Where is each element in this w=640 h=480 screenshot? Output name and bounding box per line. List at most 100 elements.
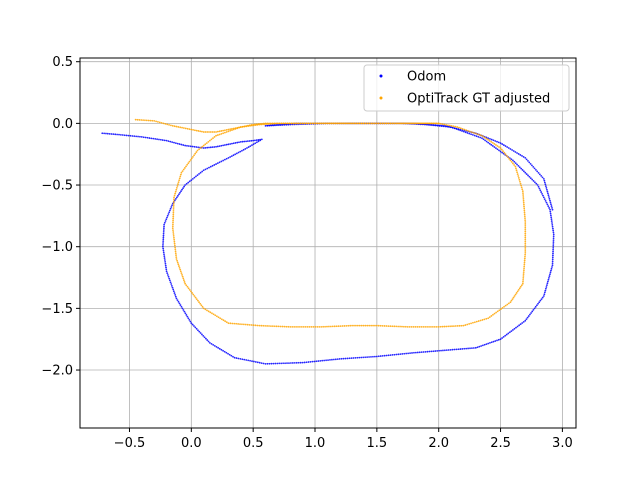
data-point bbox=[198, 148, 200, 151]
data-point bbox=[233, 322, 236, 325]
data-point bbox=[313, 122, 315, 125]
data-point bbox=[175, 188, 178, 191]
data-point bbox=[370, 122, 373, 125]
data-point bbox=[517, 288, 520, 291]
data-point bbox=[172, 217, 175, 220]
data-point bbox=[196, 299, 199, 302]
data-point bbox=[544, 289, 547, 292]
data-point bbox=[162, 122, 165, 125]
data-point bbox=[510, 161, 513, 163]
data-point bbox=[193, 295, 196, 297]
data-point bbox=[170, 284, 173, 287]
data-point bbox=[481, 344, 484, 347]
series-1 bbox=[134, 118, 527, 328]
data-point bbox=[550, 216, 553, 219]
data-point bbox=[227, 130, 230, 133]
data-point bbox=[362, 356, 365, 359]
data-point bbox=[189, 145, 192, 148]
data-point bbox=[209, 146, 212, 149]
data-point bbox=[246, 140, 249, 143]
data-point bbox=[442, 349, 444, 352]
data-point bbox=[248, 323, 251, 326]
data-point bbox=[445, 123, 448, 126]
data-point bbox=[487, 138, 490, 141]
data-point bbox=[243, 358, 246, 361]
data-point bbox=[211, 164, 214, 167]
data-point bbox=[243, 125, 246, 128]
data-point bbox=[218, 133, 221, 136]
data-point bbox=[186, 127, 189, 130]
data-point bbox=[391, 325, 394, 328]
data-point bbox=[525, 318, 528, 321]
data-point bbox=[242, 323, 245, 326]
data-point bbox=[498, 146, 500, 148]
data-point bbox=[190, 290, 192, 293]
data-point bbox=[407, 352, 410, 355]
data-point bbox=[134, 118, 137, 121]
data-point bbox=[204, 131, 207, 133]
data-point bbox=[199, 302, 202, 305]
data-point bbox=[162, 242, 164, 244]
data-point bbox=[437, 325, 440, 328]
data-point bbox=[524, 226, 527, 229]
data-point bbox=[534, 181, 536, 184]
data-point bbox=[206, 339, 209, 341]
legend-entries: Odom OptiTrack GT adjusted bbox=[379, 70, 550, 107]
data-point bbox=[447, 325, 450, 328]
data-point bbox=[157, 120, 159, 123]
data-point bbox=[476, 346, 479, 349]
data-point bbox=[172, 223, 174, 226]
data-point bbox=[447, 124, 449, 127]
data-point bbox=[524, 246, 527, 248]
data-point bbox=[232, 154, 235, 157]
data-point bbox=[202, 147, 205, 149]
data-point bbox=[162, 234, 165, 237]
data-point bbox=[266, 325, 268, 327]
data-point bbox=[335, 122, 338, 125]
data-point bbox=[483, 343, 486, 346]
data-point bbox=[252, 124, 255, 127]
data-point bbox=[433, 325, 436, 328]
data-point bbox=[142, 136, 145, 139]
data-point bbox=[257, 138, 260, 141]
data-point bbox=[414, 351, 417, 354]
data-point bbox=[493, 312, 496, 315]
data-point bbox=[185, 284, 188, 287]
data-point bbox=[161, 139, 164, 141]
data-point bbox=[445, 325, 448, 328]
data-point bbox=[542, 196, 545, 199]
data-point bbox=[166, 214, 169, 217]
data-point bbox=[201, 130, 203, 133]
legend-marker bbox=[379, 96, 383, 100]
data-point bbox=[162, 249, 165, 252]
data-point bbox=[181, 273, 183, 276]
legend-box bbox=[363, 64, 570, 112]
data-point bbox=[544, 199, 547, 202]
data-point bbox=[514, 293, 517, 296]
data-point bbox=[165, 270, 168, 273]
data-point bbox=[158, 138, 160, 141]
data-point bbox=[435, 325, 438, 328]
data-point bbox=[474, 132, 476, 135]
data-point bbox=[183, 127, 185, 129]
data-point bbox=[172, 290, 175, 293]
data-point bbox=[270, 325, 272, 327]
data-point bbox=[328, 122, 331, 125]
data-point bbox=[195, 175, 197, 178]
data-point bbox=[517, 177, 520, 179]
data-point bbox=[519, 285, 522, 288]
data-point bbox=[260, 362, 263, 364]
data-point bbox=[545, 286, 548, 288]
data-point bbox=[358, 356, 361, 359]
data-point bbox=[172, 209, 175, 212]
data-point bbox=[304, 325, 307, 328]
data-point bbox=[453, 127, 456, 130]
data-point bbox=[550, 267, 553, 270]
data-point bbox=[172, 231, 175, 233]
data-point bbox=[201, 305, 204, 308]
data-point bbox=[320, 122, 323, 125]
data-point bbox=[101, 132, 104, 135]
data-point bbox=[217, 316, 220, 319]
data-point bbox=[501, 307, 504, 309]
data-point bbox=[194, 152, 197, 155]
